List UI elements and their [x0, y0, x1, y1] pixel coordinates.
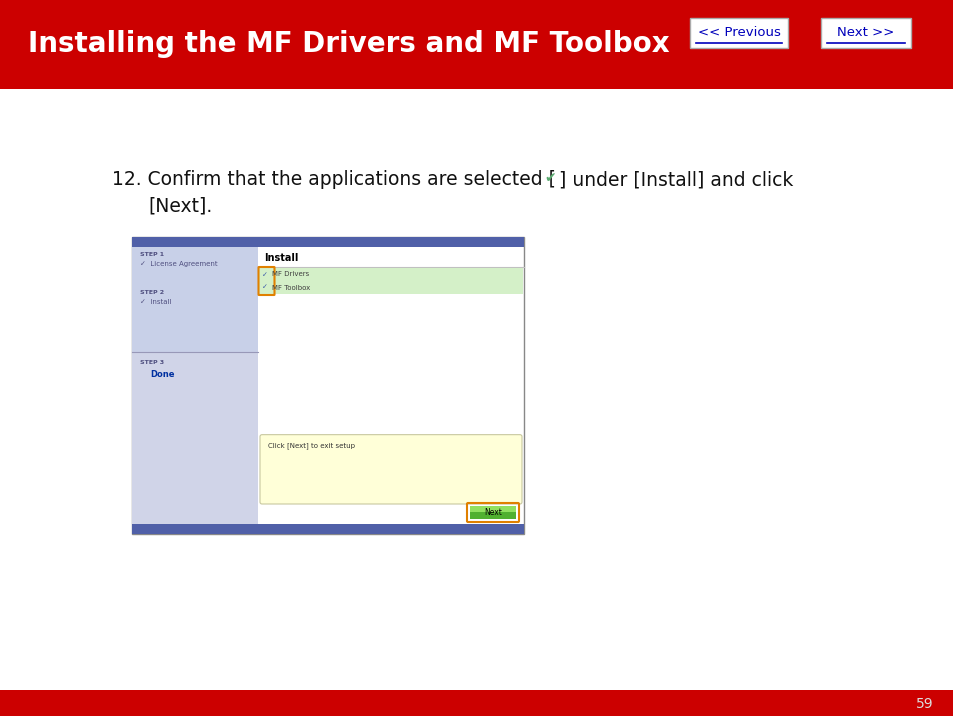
Text: ✓: ✓ — [262, 271, 268, 278]
Bar — [132, 247, 257, 352]
Text: ✓  License Agreement: ✓ License Agreement — [140, 261, 217, 267]
Text: Installing the MF Drivers and MF Toolbox: Installing the MF Drivers and MF Toolbox — [28, 31, 669, 59]
Text: ✓  Install: ✓ Install — [140, 299, 172, 305]
Bar — [470, 506, 516, 512]
Text: Next: Next — [483, 508, 501, 517]
Text: MF Drivers: MF Drivers — [272, 271, 309, 278]
Bar — [132, 524, 523, 534]
Text: Next >>: Next >> — [837, 26, 894, 39]
Text: 59: 59 — [916, 697, 933, 711]
Bar — [258, 268, 522, 281]
Text: ✓: ✓ — [262, 284, 268, 291]
Text: Done: Done — [150, 370, 174, 379]
Bar — [132, 237, 523, 247]
Bar — [821, 18, 910, 48]
Bar — [689, 18, 787, 48]
Bar — [258, 281, 522, 294]
Text: ✔: ✔ — [543, 171, 555, 185]
Text: << Previous: << Previous — [697, 26, 780, 39]
Text: MF Toolbox: MF Toolbox — [272, 284, 310, 291]
FancyBboxPatch shape — [260, 435, 521, 504]
Text: 12. Confirm that the applications are selected [: 12. Confirm that the applications are se… — [112, 170, 556, 189]
Text: Click [Next] to exit setup: Click [Next] to exit setup — [268, 442, 355, 450]
Text: [Next].: [Next]. — [148, 197, 212, 216]
Text: STEP 2: STEP 2 — [140, 290, 164, 295]
Text: Install: Install — [264, 253, 298, 263]
Bar — [470, 512, 516, 519]
Bar — [132, 352, 257, 524]
Bar — [0, 0, 953, 89]
Text: STEP 3: STEP 3 — [140, 360, 164, 365]
Text: ] under [Install] and click: ] under [Install] and click — [558, 170, 793, 189]
Bar — [0, 690, 953, 716]
Bar — [132, 237, 523, 534]
Text: STEP 1: STEP 1 — [140, 252, 164, 257]
